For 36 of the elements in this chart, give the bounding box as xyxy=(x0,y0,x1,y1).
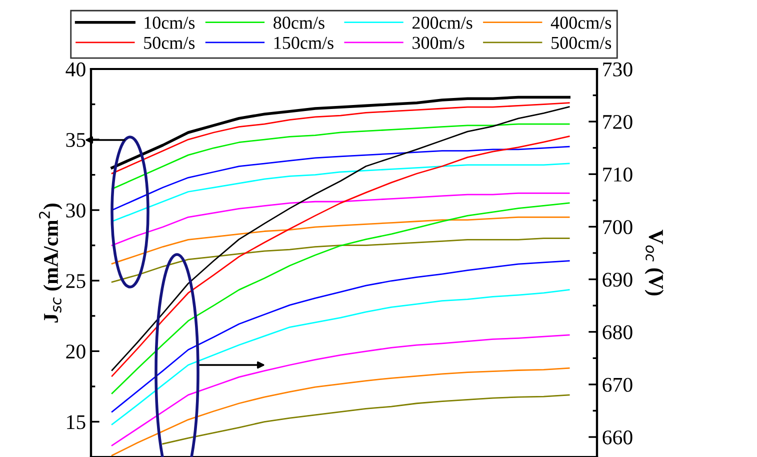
legend-label: 50cm/s xyxy=(144,36,195,49)
y-tick-label: 35 xyxy=(66,132,86,147)
y-tick-label: 25 xyxy=(66,274,86,288)
line-series xyxy=(111,192,570,246)
y2-tick-label: 720 xyxy=(603,114,632,130)
legend-label: 200cm/s xyxy=(412,16,472,29)
y2-tick-label: 730 xyxy=(603,62,632,76)
legend-label: 80cm/s xyxy=(274,16,324,29)
y-tick-label: 40 xyxy=(66,62,86,76)
y2-tick-label: 680 xyxy=(602,325,632,340)
y2-tick-label: 700 xyxy=(603,220,632,234)
line-series xyxy=(111,367,570,456)
y-tick-label: 30 xyxy=(66,203,86,218)
legend-label: 10cm/s xyxy=(144,16,195,29)
line-series xyxy=(111,202,570,394)
y2-tick-label: 690 xyxy=(602,272,632,287)
legend-label: 150cm/s xyxy=(274,36,334,49)
legend-label: 400cm/s xyxy=(550,16,612,29)
y-tick-label: 15 xyxy=(67,415,86,430)
line-series xyxy=(111,260,570,412)
legend-label: 300m/s xyxy=(412,36,464,49)
line-series xyxy=(111,162,570,222)
y2-tick-label: 670 xyxy=(602,378,632,392)
y2-tick-label: 710 xyxy=(603,168,632,182)
line-series xyxy=(111,146,570,211)
line-series xyxy=(111,216,570,264)
y2-axis-title: V$_{oc}$ (V) xyxy=(644,230,664,296)
line-series xyxy=(111,334,570,446)
legend-label: 500cm/s xyxy=(552,36,612,49)
line-series xyxy=(111,123,570,190)
line-series xyxy=(111,238,570,283)
y2-tick-label: 660 xyxy=(602,430,632,444)
line-series xyxy=(162,394,570,445)
line-series xyxy=(111,289,570,426)
y-axis-title: J$_{sc}$ (mA/cm$^{2}$) xyxy=(38,204,62,322)
y-tick-label: 20 xyxy=(66,344,86,359)
